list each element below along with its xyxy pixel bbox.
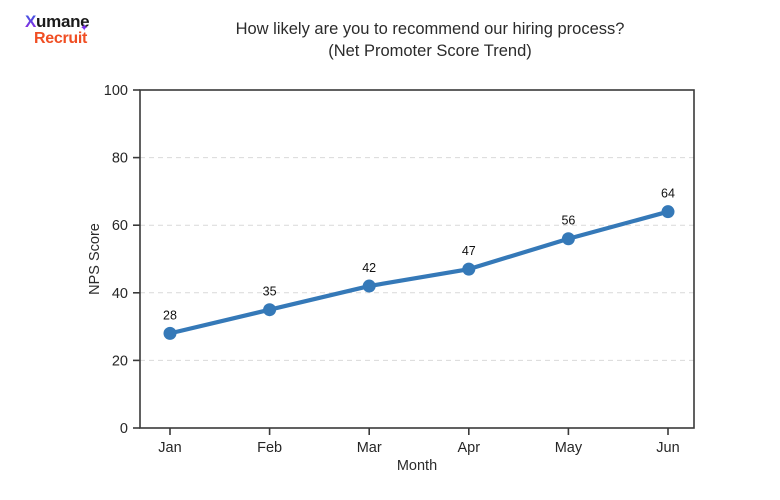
- y-tick-label: 20: [112, 353, 128, 369]
- logo-wordmark-line2: Recruit ✦: [34, 24, 88, 47]
- data-point-label: 42: [362, 261, 376, 275]
- data-point: [462, 262, 476, 276]
- logo-wordmark-line1-rest: umane: [36, 12, 90, 31]
- x-tick-label: Feb: [257, 440, 282, 456]
- x-tick-label: May: [555, 440, 583, 456]
- data-point: [362, 279, 376, 293]
- x-tick-label: Jan: [158, 440, 181, 456]
- logo: Xumane Recruit ✦: [25, 12, 90, 47]
- data-point-label: 47: [462, 244, 476, 258]
- logo-wordmark-line1: Xumane: [25, 12, 90, 31]
- data-point: [661, 205, 675, 219]
- logo-wordmark-line2-text: Recruit: [34, 30, 88, 47]
- x-tick-label: Jun: [656, 440, 679, 456]
- x-tick-label: Apr: [458, 440, 481, 456]
- data-point: [561, 232, 575, 246]
- y-axis-label: NPS Score: [87, 223, 103, 295]
- y-tick-label: 80: [112, 151, 128, 167]
- chart-title: How likely are you to recommend our hiri…: [140, 18, 720, 62]
- data-point-label: 64: [661, 187, 675, 201]
- data-point: [263, 303, 277, 317]
- logo-x-letter: X: [25, 12, 37, 31]
- data-point-label: 35: [263, 285, 277, 299]
- y-tick-label: 40: [112, 286, 128, 302]
- y-tick-label: 100: [104, 83, 128, 99]
- x-tick-label: Mar: [357, 440, 382, 456]
- y-tick-label: 0: [120, 421, 128, 437]
- data-point-label: 56: [561, 214, 575, 228]
- data-point: [163, 326, 177, 340]
- y-tick-label: 60: [112, 218, 128, 234]
- chart-title-line1: How likely are you to recommend our hiri…: [235, 20, 625, 38]
- x-axis-label: Month: [397, 458, 437, 474]
- plot-border: [139, 89, 695, 429]
- nps-line: [167, 209, 671, 336]
- chart-title-line2: (Net Promoter Score Trend): [328, 42, 532, 60]
- sparkle-icon: ✦: [79, 23, 89, 34]
- data-point-label: 28: [163, 308, 177, 322]
